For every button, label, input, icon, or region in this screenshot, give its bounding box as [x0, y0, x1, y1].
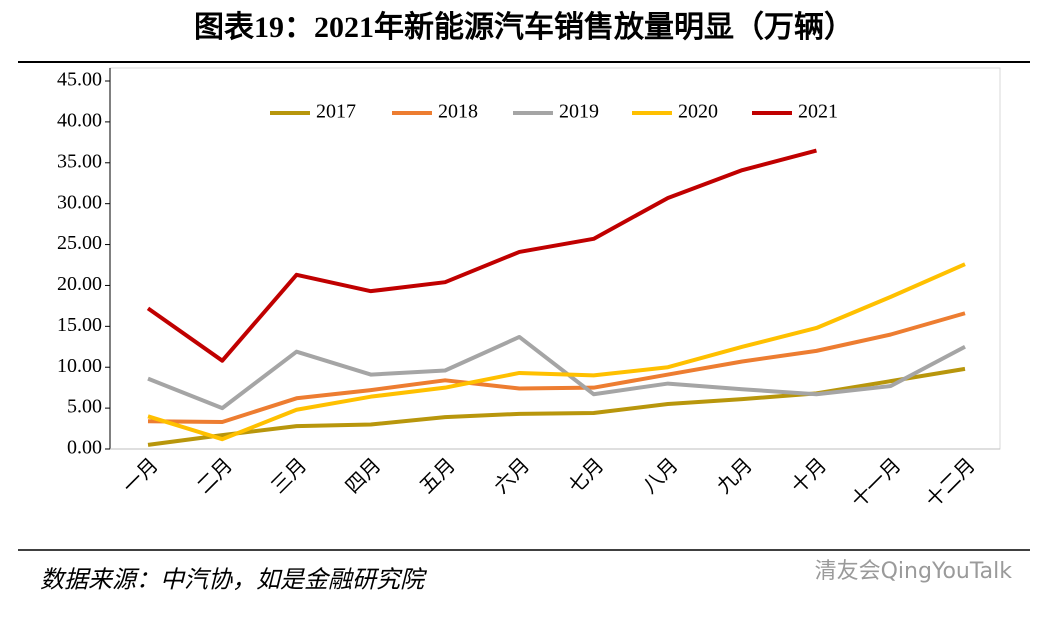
chart-title: 图表19：2021年新能源汽车销售放量明显（万辆） — [194, 10, 854, 44]
x-tick-label: 十二月 — [921, 454, 980, 513]
y-tick-label: 10.00 — [57, 355, 102, 377]
y-tick-label: 25.00 — [57, 232, 102, 254]
x-tick-label: 六月 — [490, 454, 535, 499]
x-tick-label: 十一月 — [847, 454, 906, 513]
x-tick-label: 三月 — [267, 454, 311, 498]
watermark: 清友会QingYouTalk — [815, 559, 1013, 584]
legend-label: 2018 — [438, 101, 478, 123]
series-line — [147, 334, 966, 411]
legend-label: 2020 — [678, 101, 718, 123]
y-tick-label: 0.00 — [67, 437, 102, 459]
x-tick-label: 四月 — [342, 454, 386, 498]
y-tick-label: 20.00 — [57, 273, 102, 295]
y-tick-label: 45.00 — [57, 69, 102, 91]
y-tick-label: 35.00 — [57, 150, 102, 172]
y-tick-label: 40.00 — [57, 109, 102, 131]
x-tick-label: 八月 — [639, 454, 683, 498]
x-tick-label: 九月 — [712, 454, 757, 499]
x-tick-label: 十月 — [787, 454, 832, 499]
y-tick-label: 30.00 — [57, 191, 102, 213]
legend-label: 2017 — [316, 101, 356, 123]
x-tick-label: 七月 — [564, 454, 609, 499]
x-tick-label: 二月 — [193, 454, 237, 498]
y-tick-label: 5.00 — [67, 396, 102, 418]
series-line — [147, 311, 966, 425]
legend-label: 2021 — [798, 101, 838, 123]
source: 数据来源：中汽协，如是金融研究院 — [40, 567, 428, 594]
y-tick-label: 15.00 — [57, 314, 102, 336]
legend-label: 2019 — [559, 101, 599, 123]
series-line — [147, 262, 966, 442]
x-tick-label: 一月 — [119, 454, 163, 498]
series-line — [146, 148, 817, 363]
x-tick-label: 五月 — [416, 454, 460, 498]
